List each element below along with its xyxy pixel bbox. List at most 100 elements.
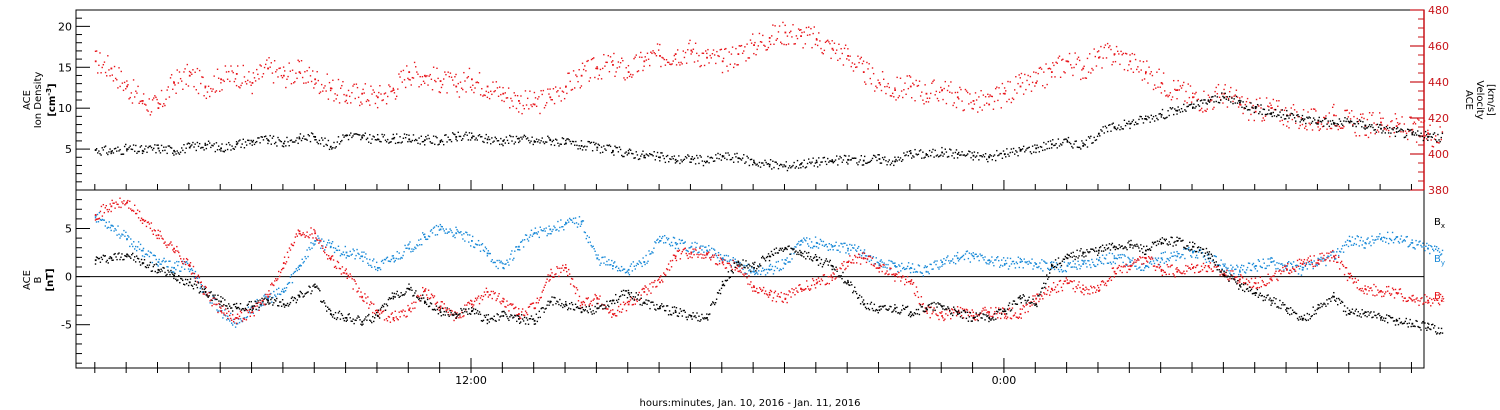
density-series-point (888, 159, 891, 161)
by-series-point (106, 227, 108, 229)
by-series-point (826, 246, 829, 248)
by-series-point (612, 265, 614, 267)
by-series-point (605, 264, 607, 266)
by-series-point (456, 228, 458, 231)
by-series-point (1152, 260, 1155, 262)
velocity-series-point (1225, 95, 1228, 98)
by-series-point (1014, 267, 1017, 269)
by-series-point (617, 267, 620, 269)
by-series-point (1059, 266, 1062, 268)
density-series-point (140, 145, 143, 147)
density-series-point (1278, 114, 1280, 117)
bz-series-point (260, 302, 262, 305)
velocity-series-point (876, 87, 878, 89)
by-series-point (298, 268, 300, 271)
density-series-point (228, 141, 230, 144)
density-series-point (104, 145, 107, 147)
velocity-series-point (730, 53, 733, 55)
bz-series-point (641, 288, 643, 291)
velocity-series-point (678, 61, 680, 64)
velocity-series-point (687, 49, 689, 51)
density-series-point (1082, 142, 1084, 144)
bz-series-point (195, 276, 198, 278)
by-series-point (1058, 270, 1061, 273)
by-series-point (136, 246, 139, 248)
by-series-point (1110, 263, 1113, 265)
velocity-series-point (1106, 42, 1109, 45)
velocity-series-point (1254, 110, 1257, 113)
bz-series-point (543, 286, 545, 289)
by-series-point (992, 262, 994, 264)
by-series-point (112, 225, 114, 227)
density-series-point (252, 139, 255, 142)
by-series-point (941, 261, 944, 263)
velocity-series-point (1143, 78, 1146, 80)
bz-series-point (578, 295, 581, 298)
velocity-series-point (1031, 81, 1034, 84)
bz-series-point (475, 299, 478, 301)
velocity-series-point (983, 104, 986, 106)
bz-series-point (855, 256, 857, 258)
density-series-point (762, 162, 764, 164)
by-series-point (358, 253, 360, 256)
density-series-point (401, 141, 403, 143)
velocity-series-point (660, 65, 662, 68)
density-series-point (701, 160, 704, 162)
by-series-point (346, 254, 348, 257)
by-series-point (722, 258, 725, 261)
by-series-point (1186, 248, 1188, 250)
velocity-series-point (815, 38, 818, 40)
density-series-point (1213, 101, 1215, 103)
density-series-point (1274, 108, 1277, 111)
velocity-series-point (927, 101, 930, 103)
density-series-point (561, 137, 564, 139)
density-series-point (410, 141, 412, 143)
bz-series-point (234, 317, 237, 319)
by-series-point (149, 251, 152, 253)
by-series-point (157, 265, 159, 267)
by-series-point (1043, 260, 1045, 262)
by-series-point (956, 257, 959, 260)
velocity-series-point (889, 95, 892, 97)
by-series-point (1391, 231, 1394, 234)
velocity-series-point (618, 66, 621, 68)
by-series-point (471, 235, 474, 238)
bz-series-point (497, 295, 499, 297)
velocity-series-point (139, 100, 141, 103)
velocity-series-point (672, 60, 674, 62)
density-series-point (1384, 132, 1386, 134)
density-series-point (222, 150, 224, 153)
by-series-point (547, 233, 549, 235)
bz-series-point (404, 310, 406, 312)
velocity-series-point (1157, 86, 1159, 88)
velocity-series-point (236, 65, 239, 67)
bz-series-point (324, 251, 326, 254)
density-series-point (362, 134, 364, 136)
density-series-point (712, 160, 715, 163)
density-series-point (837, 164, 839, 166)
velocity-series-point (1427, 129, 1429, 132)
bz-series-point (768, 293, 771, 296)
bz-series-point (133, 204, 136, 206)
bz-series-point (175, 250, 177, 252)
by-series-point (1364, 247, 1366, 249)
density-series-point (1363, 127, 1365, 129)
velocity-series-point (168, 96, 171, 98)
velocity-series-point (1307, 111, 1309, 113)
density-series-point (341, 139, 343, 142)
by-series-point (1253, 266, 1256, 268)
velocity-series-point (670, 63, 672, 66)
velocity-series-point (351, 91, 353, 94)
by-series-point (516, 246, 518, 248)
density-series-point (679, 162, 681, 165)
density-series-point (284, 140, 286, 143)
by-series-point (425, 238, 428, 241)
density-series-point (280, 140, 283, 143)
bz-series-point (403, 314, 405, 317)
density-series-point (313, 135, 315, 138)
by-series-point (1061, 271, 1064, 273)
by-series-point (249, 312, 251, 314)
velocity-series-point (1129, 60, 1132, 63)
density-series-point (1222, 95, 1224, 98)
density-series-point (1418, 134, 1420, 137)
